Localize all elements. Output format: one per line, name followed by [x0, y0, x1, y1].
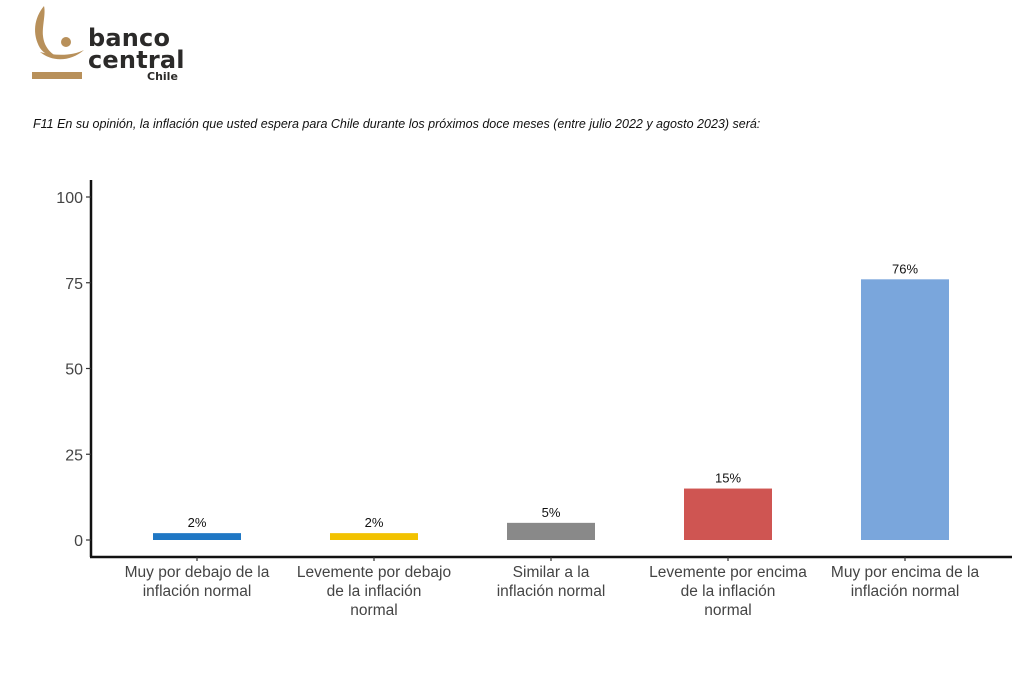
- logo-emblem-icon: [32, 6, 84, 79]
- bar: [330, 533, 418, 540]
- x-tick-label: normal: [704, 602, 751, 619]
- bar: [861, 279, 949, 540]
- y-tick-label: 0: [74, 533, 83, 550]
- x-axis-labels: Muy por debajo de la inflación normal Leve…: [125, 557, 980, 619]
- logo-text-chile: Chile: [147, 70, 178, 83]
- x-tick-label: inflación normal: [851, 583, 960, 600]
- x-tick-label: Levemente por debajo: [297, 564, 451, 581]
- x-tick-label: de la inflación: [327, 583, 422, 600]
- data-label: 5%: [542, 505, 561, 520]
- bars: [153, 279, 949, 540]
- logo-text-central: central: [88, 46, 185, 74]
- data-label: 15%: [715, 471, 741, 486]
- data-label: 2%: [365, 515, 384, 530]
- x-tick-label: Muy por encima de la: [831, 564, 980, 581]
- x-tick-label: normal: [350, 602, 397, 619]
- y-tick-label: 100: [56, 190, 83, 207]
- banco-central-logo: banco central Chile: [30, 4, 190, 84]
- y-tick-label: 25: [65, 447, 83, 464]
- data-label: 2%: [188, 515, 207, 530]
- y-tick-label: 75: [65, 276, 83, 293]
- bar: [153, 533, 241, 540]
- y-tick-label: 50: [65, 362, 83, 379]
- x-tick-label: Similar a la: [513, 564, 590, 581]
- logo-text-banco: banco: [88, 24, 171, 52]
- y-axis-ticks: 0 25 50 75 100: [56, 190, 91, 550]
- x-tick-label: Muy por debajo de la: [125, 564, 270, 581]
- value-labels: 2% 2% 5% 15% 76%: [188, 261, 919, 530]
- bar: [684, 488, 772, 540]
- x-tick-label: de la inflación: [681, 583, 776, 600]
- x-tick-label: inflación normal: [143, 583, 252, 600]
- x-tick-label: inflación normal: [497, 583, 606, 600]
- data-label: 76%: [892, 261, 918, 276]
- question-text: F11 En su opinión, la inflación que uste…: [33, 117, 761, 131]
- x-tick-label: Levemente por encima: [649, 564, 807, 581]
- bar: [507, 522, 595, 540]
